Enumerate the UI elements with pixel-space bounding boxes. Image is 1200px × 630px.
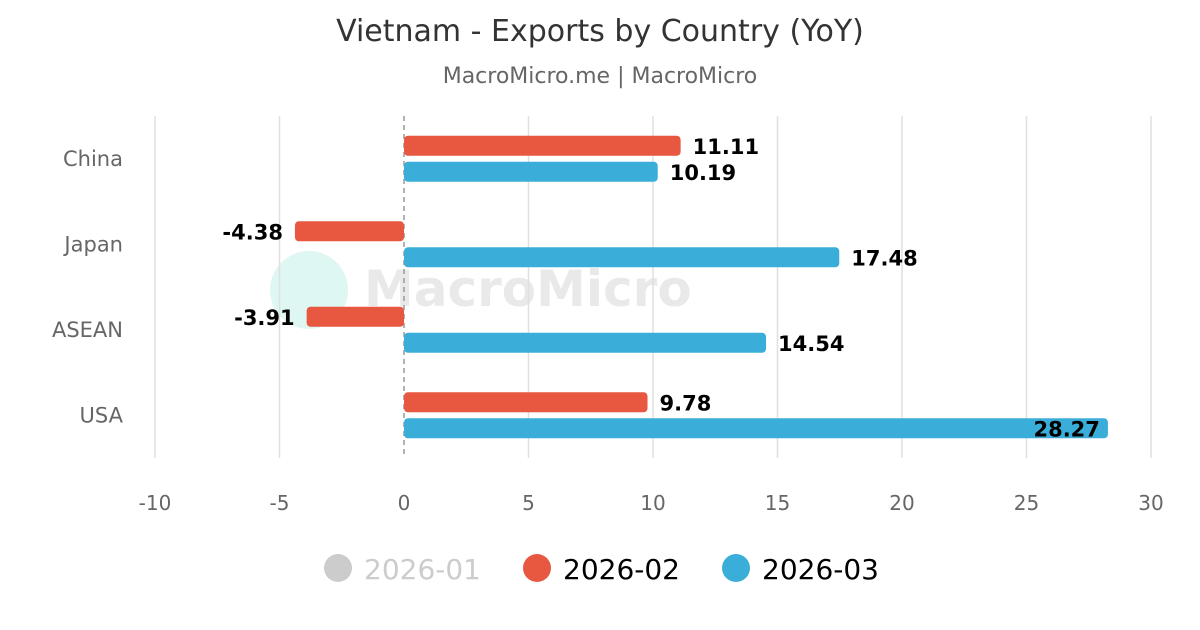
data-label: 17.48 [851, 246, 917, 270]
bar [404, 161, 658, 182]
x-tick-label: 10 [640, 491, 665, 515]
bar [294, 221, 404, 242]
bar [404, 135, 681, 156]
chart-title: Vietnam - Exports by Country (YoY) [336, 14, 864, 49]
category-label: USA [80, 403, 124, 427]
x-tick-label: 30 [1138, 491, 1163, 515]
category-label: Japan [62, 232, 123, 256]
legend-marker-icon [324, 554, 352, 582]
legend-marker-icon [722, 554, 750, 582]
chart-subtitle: MacroMicro.me | MacroMicro [442, 64, 758, 89]
x-tick-label: 15 [765, 491, 790, 515]
x-tick-label: -5 [270, 491, 290, 515]
data-label: -3.91 [234, 306, 295, 330]
data-label: 28.27 [1033, 417, 1099, 441]
x-tick-label: 0 [398, 491, 411, 515]
bar [404, 332, 767, 353]
data-label: 11.11 [693, 135, 759, 159]
legend-item[interactable]: 2026-03 [762, 553, 879, 586]
data-label: -4.38 [222, 220, 283, 244]
legend-item[interactable]: 2026-01 [364, 553, 481, 586]
legend-item[interactable]: 2026-02 [563, 553, 680, 586]
x-tick-label: 5 [522, 491, 535, 515]
bar [404, 418, 1108, 439]
category-label: China [63, 147, 123, 171]
category-label: ASEAN [52, 318, 123, 342]
x-tick-label: -10 [139, 491, 172, 515]
bar [404, 392, 648, 413]
x-tick-label: 25 [1014, 491, 1039, 515]
x-tick-label: 20 [889, 491, 914, 515]
data-label: 14.54 [778, 332, 844, 356]
data-label: 10.19 [670, 161, 736, 185]
bar [306, 306, 404, 327]
legend-marker-icon [523, 554, 551, 582]
data-label: 9.78 [660, 391, 712, 415]
bar [404, 247, 840, 268]
